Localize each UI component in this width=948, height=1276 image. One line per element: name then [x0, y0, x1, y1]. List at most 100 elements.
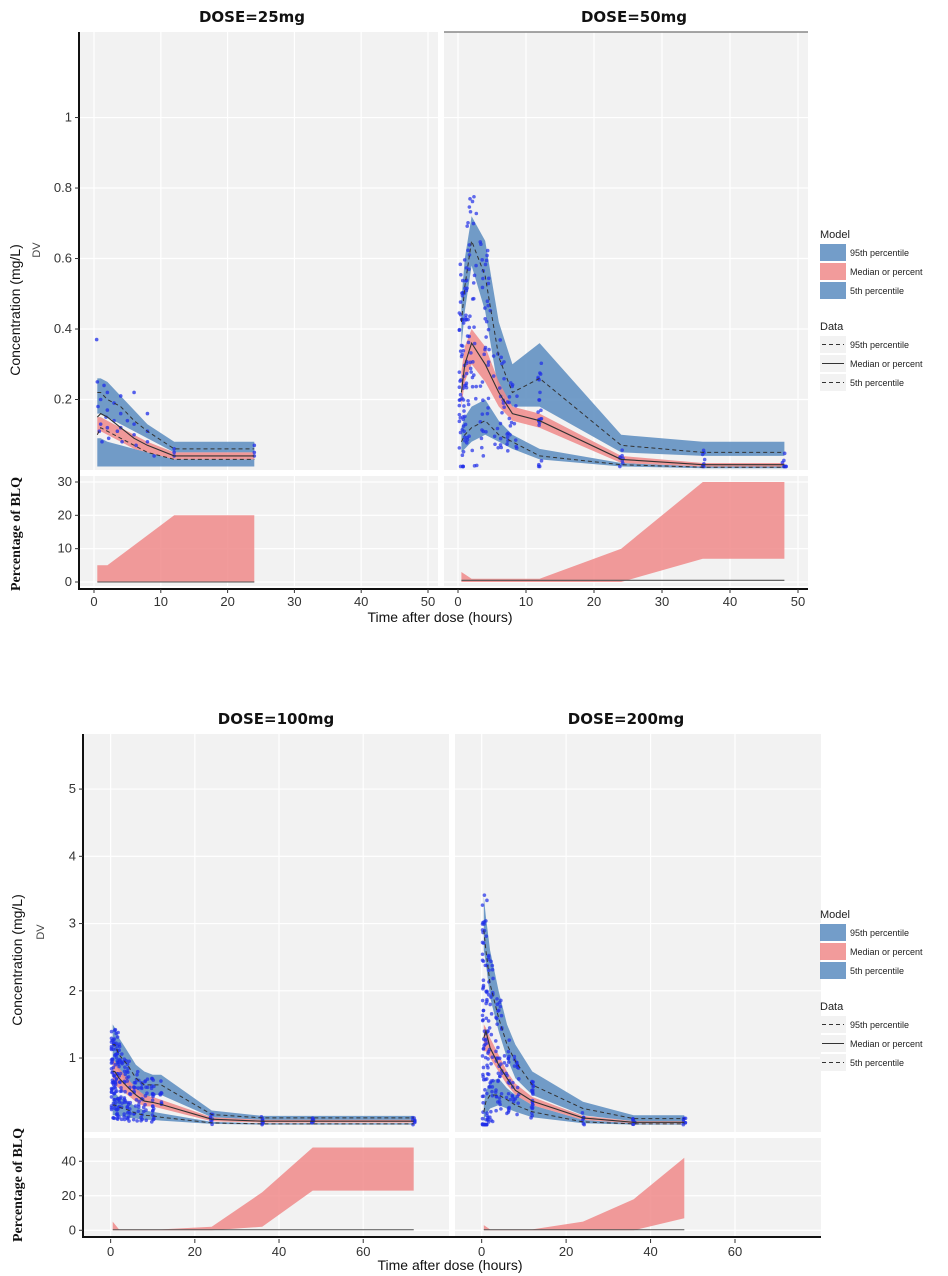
- observation-point: [529, 1088, 534, 1093]
- observation-point: [114, 1100, 118, 1105]
- observation-point: [507, 1105, 511, 1110]
- observation-point: [481, 1065, 486, 1070]
- observation-point: [502, 405, 506, 410]
- observation-point: [507, 1038, 512, 1042]
- observation-point: [484, 1077, 489, 1081]
- observation-point: [486, 1019, 491, 1023]
- observation-point: [252, 454, 257, 458]
- blq-band: [483, 1157, 685, 1231]
- observation-point: [505, 442, 509, 446]
- observation-point: [460, 352, 464, 357]
- observation-point: [490, 1055, 495, 1059]
- y-tick-label: 3: [69, 916, 76, 931]
- observation-point: [110, 1057, 115, 1061]
- observation-point: [472, 273, 477, 278]
- legend-data-item: Median or percent: [850, 1039, 923, 1049]
- panel-title-dose-200: DOSE=200mg: [568, 710, 685, 728]
- observation-point: [621, 461, 625, 466]
- observation-point: [135, 1073, 139, 1077]
- observation-point: [483, 262, 488, 267]
- observation-point: [499, 1091, 504, 1096]
- observation-point: [538, 372, 543, 376]
- observation-point: [481, 1078, 486, 1082]
- observation-point: [481, 941, 486, 945]
- observation-point: [466, 340, 471, 345]
- observation-point: [510, 1093, 514, 1098]
- legend-swatch: [820, 282, 846, 299]
- observation-point: [311, 1116, 315, 1121]
- band-median: [97, 417, 255, 460]
- observation-point: [509, 420, 514, 425]
- observation-point: [480, 285, 485, 290]
- observation-point: [783, 464, 788, 469]
- observation-point: [260, 1121, 265, 1126]
- observation-point: [123, 1072, 128, 1077]
- observation-point: [511, 1080, 515, 1085]
- observation-point: [464, 383, 468, 387]
- observation-point: [105, 390, 110, 395]
- observation-point: [123, 1089, 127, 1094]
- line-observed-95th: [112, 1044, 414, 1119]
- observation-point: [484, 258, 489, 263]
- observation-point: [486, 1065, 490, 1070]
- observation-point: [478, 384, 483, 388]
- observation-point: [506, 1056, 510, 1061]
- observation-point: [460, 396, 464, 401]
- observation-point: [132, 1085, 136, 1090]
- observation-point: [498, 436, 503, 441]
- observation-point: [487, 1026, 492, 1030]
- observation-point: [122, 1117, 127, 1122]
- legend-data-title: Data: [820, 321, 844, 333]
- observation-point: [489, 959, 493, 964]
- observation-point: [470, 448, 475, 453]
- observation-point: [123, 1098, 128, 1103]
- observation-point: [486, 327, 491, 332]
- y-tick-label: 0.8: [54, 180, 72, 195]
- observation-point: [133, 1104, 138, 1108]
- observation-point: [113, 1081, 118, 1085]
- observation-point: [480, 998, 485, 1003]
- observation-point: [486, 281, 491, 286]
- x-tick-label: 10: [519, 594, 533, 609]
- observation-point: [145, 1077, 150, 1081]
- observation-point: [512, 1054, 517, 1059]
- observation-point: [485, 411, 490, 416]
- observation-point: [683, 1120, 688, 1125]
- legend-data-title: Data: [820, 1001, 844, 1013]
- observation-point: [151, 1091, 155, 1096]
- observation-point: [458, 349, 463, 353]
- observation-point: [618, 464, 622, 469]
- legend-data-item: 95th percentile: [850, 1020, 909, 1030]
- observation-point: [512, 1097, 516, 1102]
- blq-axis-label: Percentage of BLQ: [11, 1128, 26, 1242]
- observation-point: [481, 276, 485, 281]
- observation-point: [122, 1096, 127, 1100]
- observation-point: [480, 952, 485, 957]
- legend-model-item: 95th percentile: [850, 928, 909, 938]
- panel-title-dose-25: DOSE=25mg: [199, 8, 305, 26]
- observation-point: [507, 400, 511, 405]
- observation-point: [483, 1088, 487, 1092]
- observation-point: [465, 224, 469, 228]
- observation-point: [474, 384, 479, 389]
- y-tick-label: 5: [69, 781, 76, 796]
- observation-point: [497, 386, 502, 390]
- legend-model-title: Model: [820, 229, 850, 241]
- observation-point: [516, 1077, 521, 1081]
- line-observed-95th: [460, 238, 785, 453]
- observation-point: [507, 395, 512, 399]
- observation-point: [531, 1092, 535, 1096]
- observation-point: [486, 1051, 490, 1055]
- observation-point: [539, 361, 544, 366]
- line-observed-95th: [97, 392, 255, 450]
- observation-point: [480, 958, 485, 963]
- observation-point: [462, 404, 466, 408]
- observation-point: [479, 242, 483, 246]
- observation-point: [134, 443, 138, 448]
- observation-point: [111, 1070, 115, 1074]
- y-tick-label: 2: [69, 983, 76, 998]
- band-95th-percentile: [97, 378, 255, 453]
- observation-point: [466, 220, 470, 225]
- observation-point: [461, 417, 465, 422]
- x-tick-label: 30: [655, 594, 669, 609]
